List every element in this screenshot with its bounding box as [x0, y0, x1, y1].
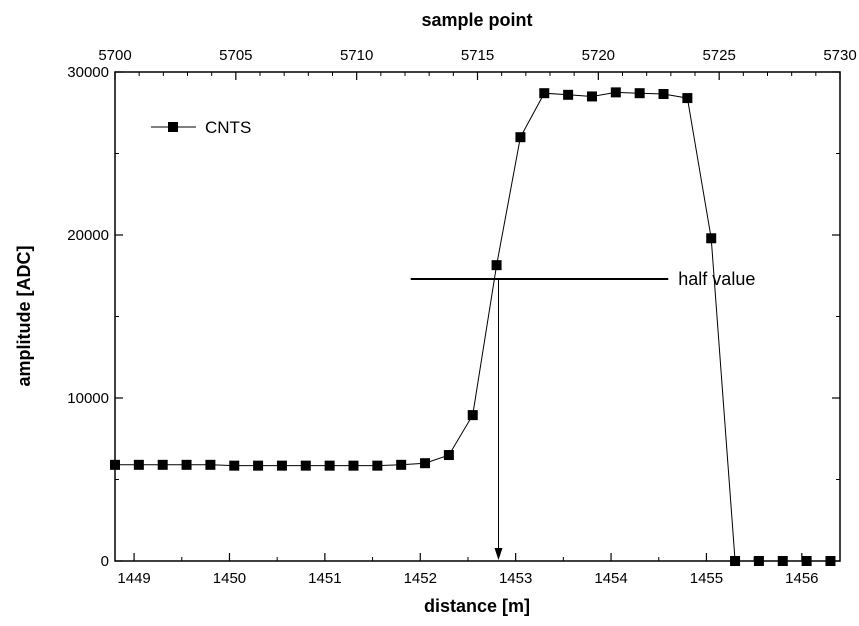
- data-point: [753, 556, 764, 566]
- x-tick-label: 1450: [213, 570, 246, 587]
- x2-axis-title: sample point: [421, 10, 532, 30]
- data-point: [396, 459, 407, 470]
- data-point: [515, 132, 526, 143]
- data-point: [420, 458, 431, 469]
- plot-frame: [114, 71, 841, 562]
- data-point: [348, 460, 359, 471]
- y-axis-title: amplitude [ADC]: [14, 246, 34, 387]
- y-tick-label: 0: [101, 553, 109, 570]
- x-tick-label: 1454: [594, 570, 627, 587]
- data-point: [276, 460, 287, 471]
- x-tick-label: 1452: [404, 570, 437, 587]
- data-point: [205, 459, 216, 470]
- x-tick-label: 1455: [690, 570, 723, 587]
- data-point: [110, 459, 120, 470]
- data-point: [801, 556, 812, 566]
- data-point: [253, 460, 264, 471]
- data-point: [467, 410, 478, 421]
- x2-tick-label: 5700: [98, 47, 131, 64]
- data-point: [706, 233, 717, 244]
- x2-tick-label: 5710: [340, 47, 373, 64]
- data-point: [133, 459, 144, 470]
- tick-labels: 1449 1450 1451 1452 1453 1454 1455 1456 5700 5705…: [67, 47, 856, 587]
- legend-marker: [168, 122, 178, 132]
- data-point: [634, 88, 645, 99]
- series-cnts: [110, 87, 836, 566]
- x2-tick-label: 5730: [823, 47, 856, 64]
- x-axis-title: distance [m]: [424, 596, 530, 616]
- x-tick-label: 1449: [117, 570, 150, 587]
- y-tick-label: 10000: [67, 390, 109, 407]
- x2-tick-label: 5720: [582, 47, 615, 64]
- series-line: [115, 91, 831, 562]
- data-point: [610, 87, 621, 98]
- y-tick-label: 20000: [67, 227, 109, 244]
- x2-tick-label: 5725: [702, 47, 735, 64]
- half-value-arrowhead: [494, 548, 503, 560]
- data-point: [682, 93, 693, 104]
- data-point: [563, 89, 574, 100]
- data-point: [658, 89, 669, 100]
- half-value-annotation: half value: [410, 269, 755, 560]
- data-point: [372, 460, 383, 471]
- data-point: [443, 450, 454, 461]
- data-point: [777, 556, 788, 566]
- data-point: [157, 459, 168, 470]
- data-point: [825, 556, 836, 566]
- data-point: [300, 460, 311, 471]
- legend: CNTS: [151, 118, 251, 137]
- y-tick-label: 30000: [67, 64, 109, 81]
- x-tick-label: 1451: [308, 570, 341, 587]
- data-point: [539, 88, 550, 99]
- x-tick-label: 1456: [785, 570, 818, 587]
- data-point: [229, 460, 240, 471]
- data-point: [586, 91, 597, 102]
- x2-tick-label: 5715: [461, 47, 494, 64]
- data-point: [491, 260, 502, 271]
- axis-ticks: [114, 71, 841, 562]
- legend-label: CNTS: [205, 118, 251, 137]
- data-point: [324, 460, 335, 471]
- x2-tick-label: 5705: [219, 47, 252, 64]
- data-point: [181, 459, 192, 470]
- x-tick-label: 1453: [499, 570, 532, 587]
- data-point: [730, 556, 741, 566]
- half-value-label: half value: [678, 269, 755, 289]
